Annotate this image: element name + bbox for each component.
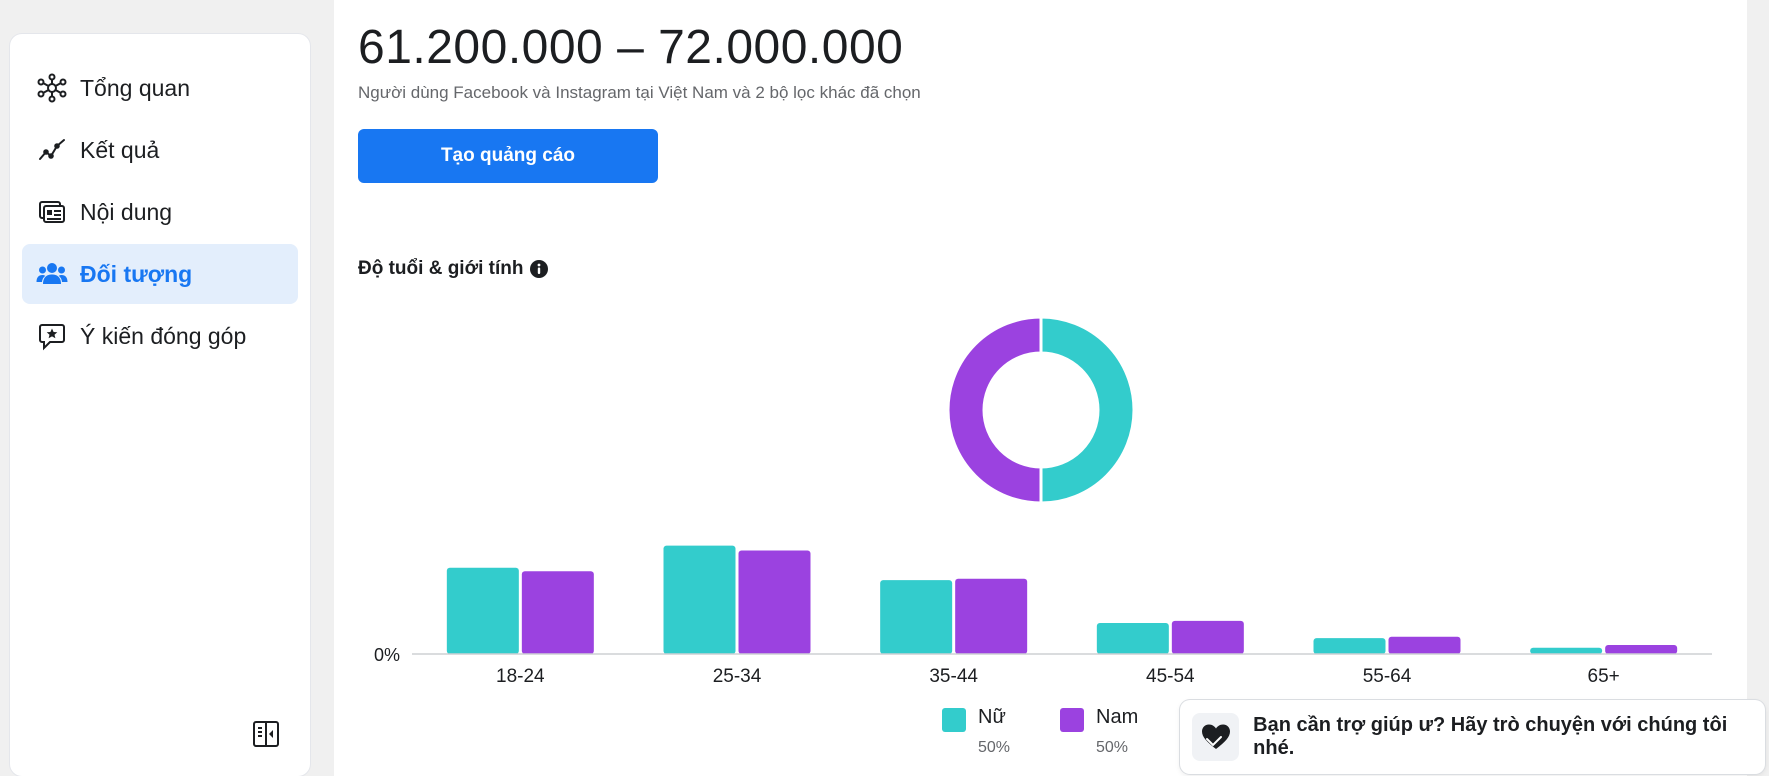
network-icon — [36, 72, 68, 104]
audience-size-range: 61.200.000 – 72.000.000 — [358, 21, 904, 74]
legend-male: Nam 50% — [1060, 706, 1138, 757]
legend-male-swatch — [1060, 708, 1084, 732]
legend-female-percent: 50% — [978, 739, 1011, 756]
help-chat-prompt[interactable]: Bạn cần trợ giúp ư? Hãy trò chuyện với c… — [1180, 700, 1765, 774]
bar-25-34-female — [663, 545, 736, 654]
donut-slice-male — [946, 315, 1043, 505]
bar-55-64-male — [1388, 636, 1461, 654]
sidebar-item-audience[interactable]: Đối tượng — [22, 244, 298, 304]
bar-25-34-male — [738, 550, 811, 654]
people-icon — [36, 258, 68, 290]
sidebar-item-label: Ý kiến đóng góp — [80, 322, 247, 349]
bar-65+-male — [1605, 645, 1678, 654]
legend-female-swatch — [942, 708, 966, 732]
sidebar-item-label: Tổng quan — [80, 74, 190, 101]
sidebar-item-overview[interactable]: Tổng quan — [22, 58, 298, 118]
bar-45-54-male — [1171, 620, 1244, 654]
bar-65+-female — [1530, 647, 1603, 654]
feedback-star-icon — [36, 320, 68, 352]
main-panel: 61.200.000 – 72.000.000 Người dùng Faceb… — [334, 0, 1747, 776]
sidebar-item-results[interactable]: Kết quả — [22, 120, 298, 180]
legend-male-percent: 50% — [1096, 739, 1129, 756]
collapse-sidebar-icon — [251, 719, 281, 754]
donut-slice-female — [1039, 315, 1136, 505]
section-age-gender: Độ tuổi & giới tính — [358, 258, 549, 280]
bar-35-44-male — [955, 578, 1028, 654]
create-ad-button[interactable]: Tạo quảng cáo — [358, 129, 658, 183]
sidebar-item-label: Kết quả — [80, 136, 160, 163]
bar-45-54-female — [1096, 622, 1169, 654]
content-cards-icon — [36, 196, 68, 228]
legend-female-label: Nữ — [978, 706, 1006, 728]
x-tick-label: 35-44 — [929, 666, 978, 687]
sidebar: Tổng quan Kết quả Nội dung — [10, 34, 310, 776]
info-icon[interactable] — [530, 260, 549, 278]
y-zero-label: 0% — [374, 645, 400, 665]
age-gender-chart: 18-24 25-34 35-44 45-54 55-64 65+ 0% — [374, 315, 1712, 687]
x-tick-label: 25-34 — [713, 666, 762, 687]
sidebar-item-label: Đối tượng — [80, 260, 193, 287]
sidebar-item-content[interactable]: Nội dung — [22, 182, 298, 242]
bar-18-24-male — [521, 571, 594, 654]
sidebar-item-label: Nội dung — [80, 198, 173, 225]
bar-55-64-female — [1313, 638, 1386, 654]
bar-35-44-female — [880, 580, 953, 654]
x-tick-label: 18-24 — [496, 666, 545, 687]
section-title: Độ tuổi & giới tính — [358, 258, 524, 279]
help-chat-text: Bạn cần trợ giúp ư? Hãy trò chuyện với c… — [1253, 714, 1728, 759]
legend-female: Nữ 50% — [942, 706, 1010, 757]
audience-description: Người dùng Facebook và Instagram tại Việ… — [358, 83, 921, 102]
x-tick-label: 65+ — [1588, 666, 1620, 687]
x-tick-label: 45-54 — [1146, 666, 1195, 687]
sidebar-item-feedback[interactable]: Ý kiến đóng góp — [22, 306, 298, 366]
collapse-sidebar-button[interactable] — [250, 720, 282, 752]
trend-line-icon — [36, 134, 68, 166]
bar-18-24-female — [446, 567, 519, 654]
heart-chat-icon — [1192, 713, 1240, 761]
x-tick-label: 55-64 — [1363, 666, 1412, 687]
legend-male-label: Nam — [1096, 706, 1139, 728]
